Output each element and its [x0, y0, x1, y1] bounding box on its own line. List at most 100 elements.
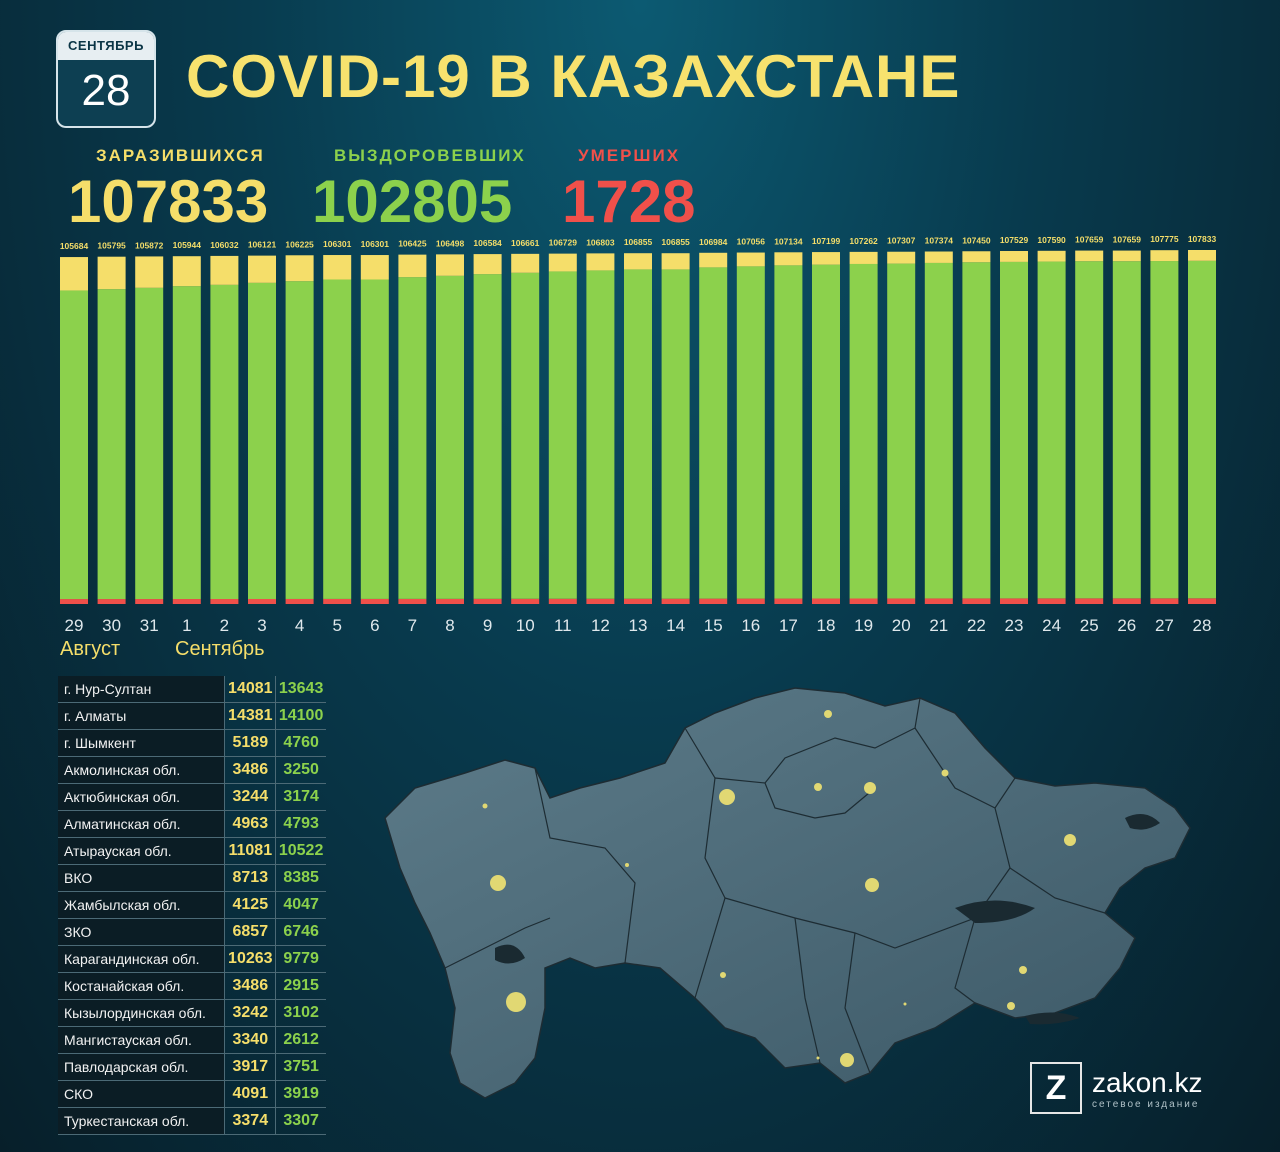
bar-segment-30-1 [97, 289, 126, 600]
marker-atyrau [490, 875, 506, 891]
bar-segment-27-2 [1150, 250, 1179, 262]
region-recovered: 4047 [283, 896, 319, 913]
table-row: Павлодарская обл. 3917 3751 [58, 1054, 326, 1081]
marker-zhambyl [903, 1002, 907, 1006]
stat-recovered-value: 102805 [312, 168, 513, 235]
stacked-bar-chart: 1056842910579530105872311059441106032210… [60, 234, 1217, 635]
bar-segment-31-2 [135, 256, 164, 288]
bar-total-label: 106425 [398, 239, 427, 249]
bar-total-label: 106225 [285, 239, 314, 249]
bar-segment-8-0 [436, 598, 464, 604]
region-infected: 11081 [225, 838, 277, 864]
stat-recovered: ВЫЗДОРОВЕВШИХ 102805 [312, 146, 526, 232]
region-name: Жамбылская обл. [58, 892, 226, 918]
bar-total-label: 105944 [173, 240, 202, 250]
bar-segment-8-1 [436, 275, 464, 599]
bar-segment-26-1 [1112, 261, 1141, 599]
month-label-september: Сентябрь [175, 638, 265, 660]
bar-segment-19-2 [849, 251, 878, 264]
marker-vko [1064, 834, 1076, 846]
bar-segment-9-1 [473, 274, 502, 599]
bar-segment-27-1 [1150, 261, 1179, 599]
bar-total-label: 107659 [1113, 235, 1142, 245]
table-row: Карагандинская обл. 10263 9779 [58, 946, 326, 973]
bar-total-label: 107833 [1188, 234, 1217, 244]
bar-segment-6-1 [360, 279, 389, 599]
bar-segment-30-2 [97, 256, 126, 290]
region-recovered: 3174 [283, 788, 319, 805]
marker-akmola [814, 783, 822, 791]
bar-total-label: 107374 [925, 236, 954, 246]
bar-segment-20-2 [887, 251, 916, 264]
bar-segment-6-2 [360, 255, 389, 280]
bar-segment-10-0 [511, 598, 540, 604]
bar-segment-12-2 [586, 253, 615, 271]
bar-total-label: 106032 [210, 240, 239, 250]
bar-segment-17-0 [774, 598, 803, 604]
table-row: г. Шымкент 5189 4760 [58, 730, 326, 757]
region-recovered: 4793 [283, 815, 319, 832]
bar-segment-18-2 [812, 252, 840, 265]
x-tick-label: 28 [1193, 616, 1212, 635]
bar-segment-9-0 [473, 598, 502, 604]
bar-segment-8-2 [436, 254, 464, 276]
zakon-logo: Z zakon.kz сетевое издание [1030, 1062, 1203, 1114]
region-infected: 3374 [225, 1108, 277, 1134]
bar-segment-4-0 [285, 598, 314, 604]
region-recovered: 3250 [283, 761, 319, 778]
bar-segment-26-2 [1112, 250, 1141, 262]
region-name: Павлодарская обл. [58, 1054, 226, 1080]
region-infected: 3340 [225, 1027, 277, 1053]
bar-total-label: 106584 [473, 238, 502, 248]
x-tick-label: 4 [295, 616, 304, 635]
bar-segment-20-0 [887, 598, 916, 604]
region-recovered: 2612 [283, 1031, 319, 1048]
x-tick-label: 10 [516, 616, 535, 635]
region-recovered: 3919 [283, 1085, 319, 1102]
region-name: г. Шымкент [58, 730, 226, 756]
bar-total-label: 106984 [699, 237, 728, 247]
region-name: Туркестанская обл. [58, 1108, 226, 1134]
bar-segment-23-1 [1000, 261, 1028, 599]
region-name: Мангистауская обл. [58, 1027, 226, 1053]
region-name: Алматинская обл. [58, 811, 226, 837]
table-row: г. Нур-Султан 14081 13643 [58, 676, 326, 703]
bar-segment-29-1 [60, 290, 88, 600]
bar-total-label: 106301 [361, 239, 390, 249]
region-name: СКО [58, 1081, 226, 1107]
x-tick-label: 26 [1117, 616, 1136, 635]
bar-segment-30-0 [97, 599, 126, 604]
bar-segment-10-2 [511, 253, 540, 273]
bar-segment-16-2 [736, 252, 765, 267]
stat-deaths-label: УМЕРШИХ [578, 146, 681, 165]
bar-segment-5-0 [323, 598, 352, 604]
bar-segment-2-1 [210, 284, 239, 600]
marker-turkestan [816, 1056, 820, 1060]
region-name: Костанайская обл. [58, 973, 226, 999]
region-infected: 6857 [225, 919, 277, 945]
region-recovered: 6746 [283, 923, 319, 940]
bar-segment-12-1 [586, 270, 615, 599]
bar-total-label: 107262 [849, 236, 878, 246]
bar-segment-17-1 [774, 265, 803, 599]
bar-segment-25-0 [1075, 598, 1104, 604]
bar-segment-22-2 [962, 251, 991, 263]
region-name: г. Алматы [58, 703, 226, 729]
table-row: Акмолинская обл. 3486 3250 [58, 757, 326, 784]
bar-segment-1-2 [172, 256, 201, 287]
region-infected: 4091 [225, 1081, 277, 1107]
bar-total-label: 106855 [661, 237, 690, 247]
bar-segment-16-1 [736, 266, 765, 599]
bar-segment-31-1 [135, 287, 164, 600]
bar-segment-3-2 [248, 255, 276, 283]
marker-kyzylorda [720, 972, 726, 978]
bar-segment-1-0 [172, 599, 201, 604]
bar-segment-23-0 [1000, 598, 1028, 604]
lakes [495, 814, 1160, 1025]
region-markers [482, 710, 1076, 1067]
bar-segment-14-0 [661, 598, 690, 604]
region-name: Карагандинская обл. [58, 946, 226, 972]
x-tick-label: 15 [704, 616, 723, 635]
x-tick-label: 8 [445, 616, 454, 635]
bar-total-label: 105872 [135, 240, 164, 250]
